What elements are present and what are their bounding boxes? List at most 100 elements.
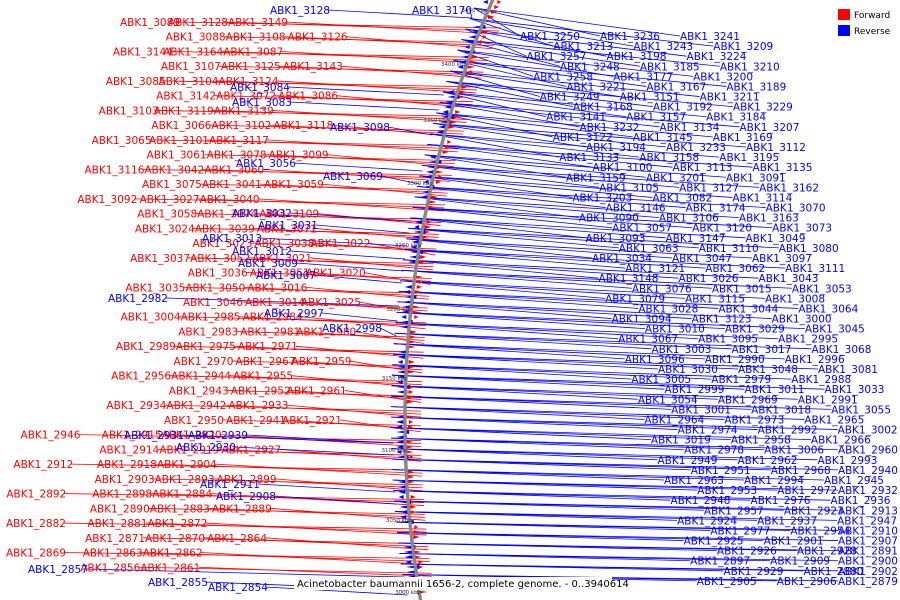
callout-line-reverse xyxy=(321,312,398,322)
gene-label-reverse: ABK1_3026 xyxy=(679,273,739,285)
callout-line-reverse xyxy=(442,91,707,118)
callout-line-reverse xyxy=(404,248,786,269)
forward-feature xyxy=(429,195,438,199)
gene-label-forward: ABK1_3072 xyxy=(216,91,276,103)
forward-feature xyxy=(413,535,420,539)
gene-label-forward: ABK1_3102 xyxy=(211,120,271,132)
gene-label-reverse: ABK1_3145 xyxy=(633,132,693,144)
forward-feature xyxy=(442,150,449,154)
gene-label-forward: ABK1_3035 xyxy=(125,282,185,294)
gene-label-forward: ABK1_2884 xyxy=(152,489,212,501)
callout-line-reverse xyxy=(465,28,527,57)
callout-line-reverse xyxy=(396,311,725,330)
gene-label-reverse: ABK1_3133 xyxy=(559,152,619,164)
gene-label-reverse: ABK1_3148 xyxy=(599,273,659,285)
callout-line-reverse xyxy=(457,49,614,77)
reverse-feature xyxy=(398,490,406,494)
callout-line-forward xyxy=(269,507,426,521)
gene-label-forward: ABK1_3124 xyxy=(219,76,279,88)
gene-label-reverse: ABK1_3047 xyxy=(672,253,732,265)
reverse-feature xyxy=(429,155,436,159)
callout-line-forward xyxy=(286,404,422,418)
reverse-feature xyxy=(399,510,408,514)
reverse-feature xyxy=(436,130,444,134)
forward-feature xyxy=(447,125,456,129)
forward-feature xyxy=(418,565,424,569)
callout-line-reverse xyxy=(399,553,839,562)
gene-label-reverse: ABK1_3098 xyxy=(330,122,390,134)
reverse-feature xyxy=(396,430,410,434)
gene-label-reverse: ABK1_2964 xyxy=(644,414,704,426)
gene-label-reverse: ABK1_3151 xyxy=(620,92,680,104)
tick-label: 3350 kbp xyxy=(423,118,449,124)
gene-label-reverse: ABK1_3096 xyxy=(625,354,685,366)
gene-label-forward: ABK1_3142 xyxy=(156,91,216,103)
callout-line-reverse xyxy=(398,542,839,552)
callout-line-forward xyxy=(283,36,494,47)
gene-label-forward: ABK1_3107 xyxy=(161,61,221,73)
callout-line-forward xyxy=(212,478,423,489)
gene-label-reverse: ABK1_3122 xyxy=(553,132,613,144)
gene-label-reverse: ABK1_3195 xyxy=(719,152,779,164)
gene-label-forward: ABK1_3085 xyxy=(106,76,166,88)
gene-label-forward: ABK1_2912 xyxy=(13,459,73,471)
gene-label-reverse: ABK1_3209 xyxy=(713,41,773,53)
callout-line-forward xyxy=(278,65,483,76)
reverse-feature xyxy=(442,110,449,114)
gene-label-forward: ABK1_3036 xyxy=(188,268,248,280)
gene-label-reverse: ABK1_3174 xyxy=(686,203,746,215)
gene-label-reverse: ABK1_3080 xyxy=(779,243,839,255)
gene-label-reverse: ABK1_3100 xyxy=(593,162,653,174)
callout-line-reverse xyxy=(259,237,408,247)
callout-line-reverse xyxy=(391,406,805,420)
gene-label-forward: ABK1_3052 xyxy=(190,253,250,265)
gene-label-forward: ABK1_2943 xyxy=(169,385,229,397)
legend: Forward Reverse xyxy=(838,9,891,37)
legend-reverse-swatch xyxy=(838,25,850,36)
reverse-feature xyxy=(411,240,420,244)
callout-line-reverse xyxy=(430,133,720,158)
gene-label-forward: ABK1_2956 xyxy=(111,371,171,383)
callout-line-forward xyxy=(310,257,433,271)
forward-feature xyxy=(410,500,417,504)
callout-line-forward xyxy=(267,139,459,153)
forward-feature xyxy=(408,425,414,429)
forward-feature xyxy=(497,0,502,4)
gene-label-forward: ABK1_2898 xyxy=(92,489,152,501)
callout-line-reverse xyxy=(393,343,705,360)
gene-label-reverse: ABK1_2909 xyxy=(770,556,830,568)
gene-label-reverse: ABK1_2907 xyxy=(838,536,898,548)
gene-label-reverse: ABK1_3082 xyxy=(652,192,712,204)
gene-label-forward: ABK1_3126 xyxy=(288,32,348,44)
gene-label-reverse: ABK1_3063 xyxy=(619,243,679,255)
callout-line-forward xyxy=(340,65,482,79)
gene-label-forward: ABK1_2899 xyxy=(217,474,277,486)
gene-label-reverse: ABK1_3076 xyxy=(632,283,692,295)
callout-line-reverse xyxy=(390,416,678,430)
gene-label-forward: ABK1_2941 xyxy=(226,415,286,427)
gene-label-forward: ABK1_3014 xyxy=(245,297,305,309)
gene-label-reverse: ABK1_3134 xyxy=(659,122,719,134)
gene-label-forward: ABK1_3051 xyxy=(250,268,310,280)
gene-label-forward: ABK1_2961 xyxy=(287,385,347,397)
gene-label-forward: ABK1_3022 xyxy=(310,238,370,250)
callout-line-forward xyxy=(314,227,438,241)
gene-label-reverse: ABK1_2951 xyxy=(691,465,751,477)
callout-line-reverse xyxy=(469,9,473,19)
gene-label-reverse: ABK1_3112 xyxy=(746,142,806,154)
gene-label-forward: ABK1_2914 xyxy=(99,444,159,456)
gene-label-reverse: ABK1_2924 xyxy=(677,515,737,527)
callout-line-reverse xyxy=(395,322,619,340)
callout-line-reverse xyxy=(449,70,700,97)
caption-background xyxy=(294,577,612,590)
gene-label-reverse: ABK1_3000 xyxy=(772,314,832,326)
gene-label-reverse: ABK1_3034 xyxy=(592,253,652,265)
gene-label-reverse: ABK1_2939 xyxy=(188,430,248,442)
gene-label-forward: ABK1_2871 xyxy=(85,533,145,545)
gene-label-forward: ABK1_2889 xyxy=(212,503,272,515)
gene-label-forward: ABK1_3059 xyxy=(264,179,324,191)
gene-label-forward: ABK1_2863 xyxy=(83,548,143,560)
gene-label-forward: ABK1_3119 xyxy=(154,105,214,117)
gene-label-reverse: ABK1_3017 xyxy=(731,344,791,356)
callout-line-reverse xyxy=(453,60,567,87)
